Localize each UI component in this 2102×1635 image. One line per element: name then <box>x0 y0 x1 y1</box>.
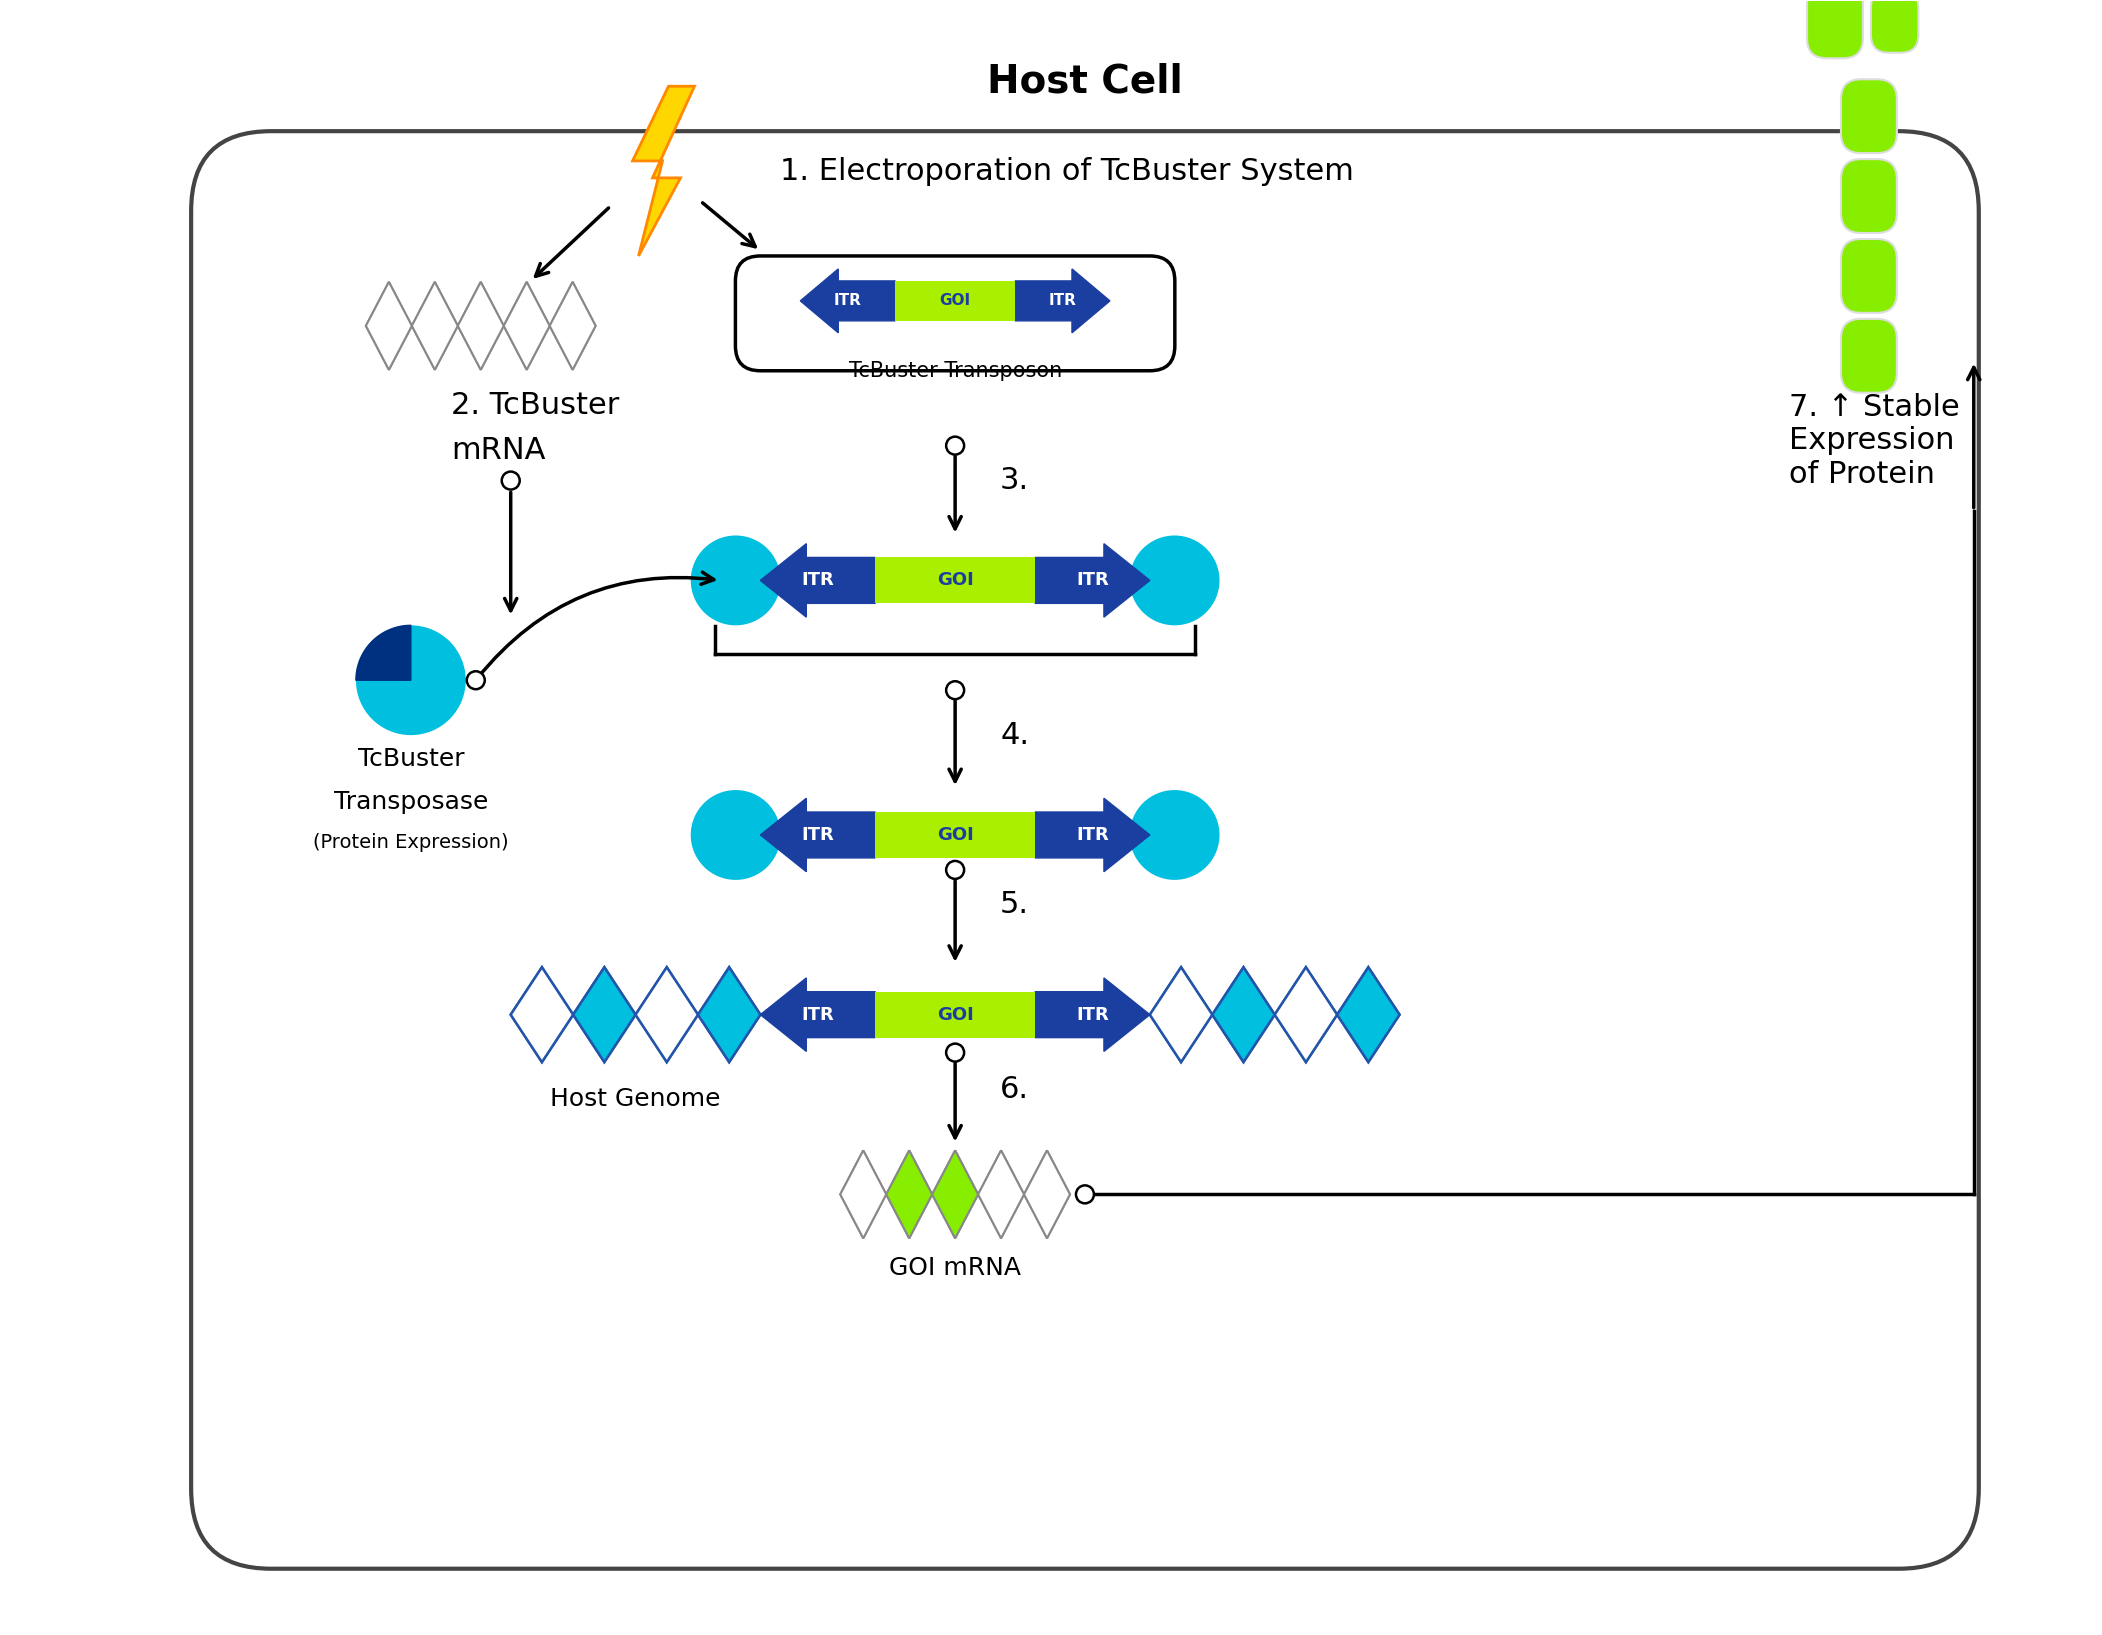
FancyBboxPatch shape <box>1808 0 1862 59</box>
Polygon shape <box>1274 968 1337 1063</box>
Text: mRNA: mRNA <box>450 435 544 464</box>
Text: ITR: ITR <box>1076 571 1110 589</box>
Polygon shape <box>504 281 549 370</box>
FancyArrow shape <box>761 544 874 616</box>
Text: 2. TcBuster: 2. TcBuster <box>450 391 620 420</box>
Text: ITR: ITR <box>1049 293 1076 309</box>
Polygon shape <box>1024 1151 1070 1238</box>
Polygon shape <box>355 625 410 680</box>
Polygon shape <box>698 968 761 1063</box>
Polygon shape <box>458 281 504 370</box>
Polygon shape <box>698 968 761 1063</box>
Bar <box>895 281 1015 320</box>
Circle shape <box>1129 536 1219 625</box>
FancyArrow shape <box>801 268 895 334</box>
FancyArrow shape <box>1034 544 1150 616</box>
Polygon shape <box>504 281 549 370</box>
FancyArrow shape <box>761 978 874 1051</box>
Polygon shape <box>574 968 635 1063</box>
Polygon shape <box>887 1151 931 1238</box>
Text: TcBuster: TcBuster <box>357 747 465 772</box>
Polygon shape <box>458 281 504 370</box>
FancyBboxPatch shape <box>1841 78 1896 154</box>
Text: ITR: ITR <box>801 826 834 844</box>
Circle shape <box>1129 790 1219 880</box>
FancyBboxPatch shape <box>1841 159 1896 234</box>
Text: 5.: 5. <box>1001 891 1030 919</box>
Polygon shape <box>574 968 635 1063</box>
Polygon shape <box>841 1151 887 1238</box>
FancyArrow shape <box>761 798 874 871</box>
Text: ITR: ITR <box>1076 826 1110 844</box>
Bar <box>874 558 1034 603</box>
Polygon shape <box>549 281 595 370</box>
Polygon shape <box>977 1151 1024 1238</box>
Polygon shape <box>1024 1151 1070 1238</box>
Circle shape <box>946 1043 965 1061</box>
Circle shape <box>467 672 486 690</box>
Bar <box>874 813 1034 858</box>
Text: Host Genome: Host Genome <box>551 1087 721 1110</box>
Circle shape <box>692 790 780 880</box>
Polygon shape <box>412 281 458 370</box>
Text: ITR: ITR <box>801 1006 834 1024</box>
Polygon shape <box>887 1151 931 1238</box>
Polygon shape <box>1150 968 1213 1063</box>
Text: ITR: ITR <box>834 293 862 309</box>
Text: 3.: 3. <box>1001 466 1030 495</box>
FancyArrow shape <box>1034 978 1150 1051</box>
Polygon shape <box>633 87 694 257</box>
Polygon shape <box>1337 968 1400 1063</box>
FancyArrow shape <box>1015 268 1110 334</box>
Text: TcBuster Transposon: TcBuster Transposon <box>849 361 1062 381</box>
Text: 1. Electroporation of TcBuster System: 1. Electroporation of TcBuster System <box>780 157 1354 186</box>
Polygon shape <box>1150 968 1213 1063</box>
FancyBboxPatch shape <box>1841 239 1896 312</box>
Polygon shape <box>366 281 412 370</box>
Polygon shape <box>1274 968 1337 1063</box>
Circle shape <box>946 862 965 880</box>
Text: GOI: GOI <box>940 293 971 309</box>
Polygon shape <box>366 281 412 370</box>
Polygon shape <box>1213 968 1274 1063</box>
Bar <box>874 992 1034 1038</box>
Circle shape <box>946 682 965 700</box>
Text: 4.: 4. <box>1001 721 1030 749</box>
Text: (Protein Expression): (Protein Expression) <box>313 832 509 852</box>
Polygon shape <box>412 281 458 370</box>
Text: GOI: GOI <box>937 826 973 844</box>
Text: GOI: GOI <box>937 571 973 589</box>
Text: Host Cell: Host Cell <box>988 62 1183 100</box>
Text: GOI mRNA: GOI mRNA <box>889 1256 1022 1280</box>
Circle shape <box>1076 1185 1093 1203</box>
Polygon shape <box>931 1151 977 1238</box>
Polygon shape <box>977 1151 1024 1238</box>
FancyBboxPatch shape <box>1841 319 1896 392</box>
Text: 6.: 6. <box>1001 1076 1030 1104</box>
Circle shape <box>946 437 965 455</box>
Polygon shape <box>549 281 595 370</box>
Polygon shape <box>841 1151 887 1238</box>
Text: Transposase: Transposase <box>334 790 488 814</box>
Polygon shape <box>1337 968 1400 1063</box>
Polygon shape <box>635 968 698 1063</box>
Polygon shape <box>511 968 574 1063</box>
Polygon shape <box>1213 968 1274 1063</box>
FancyBboxPatch shape <box>1871 0 1919 52</box>
Circle shape <box>692 536 780 625</box>
Polygon shape <box>511 968 574 1063</box>
Polygon shape <box>635 968 698 1063</box>
Circle shape <box>355 625 467 736</box>
Text: 7. ↑ Stable
Expression
of Protein: 7. ↑ Stable Expression of Protein <box>1789 392 1959 489</box>
Text: ITR: ITR <box>801 571 834 589</box>
FancyArrow shape <box>1034 798 1150 871</box>
Polygon shape <box>931 1151 977 1238</box>
Text: ITR: ITR <box>1076 1006 1110 1024</box>
Text: GOI: GOI <box>937 1006 973 1024</box>
Circle shape <box>502 471 519 489</box>
